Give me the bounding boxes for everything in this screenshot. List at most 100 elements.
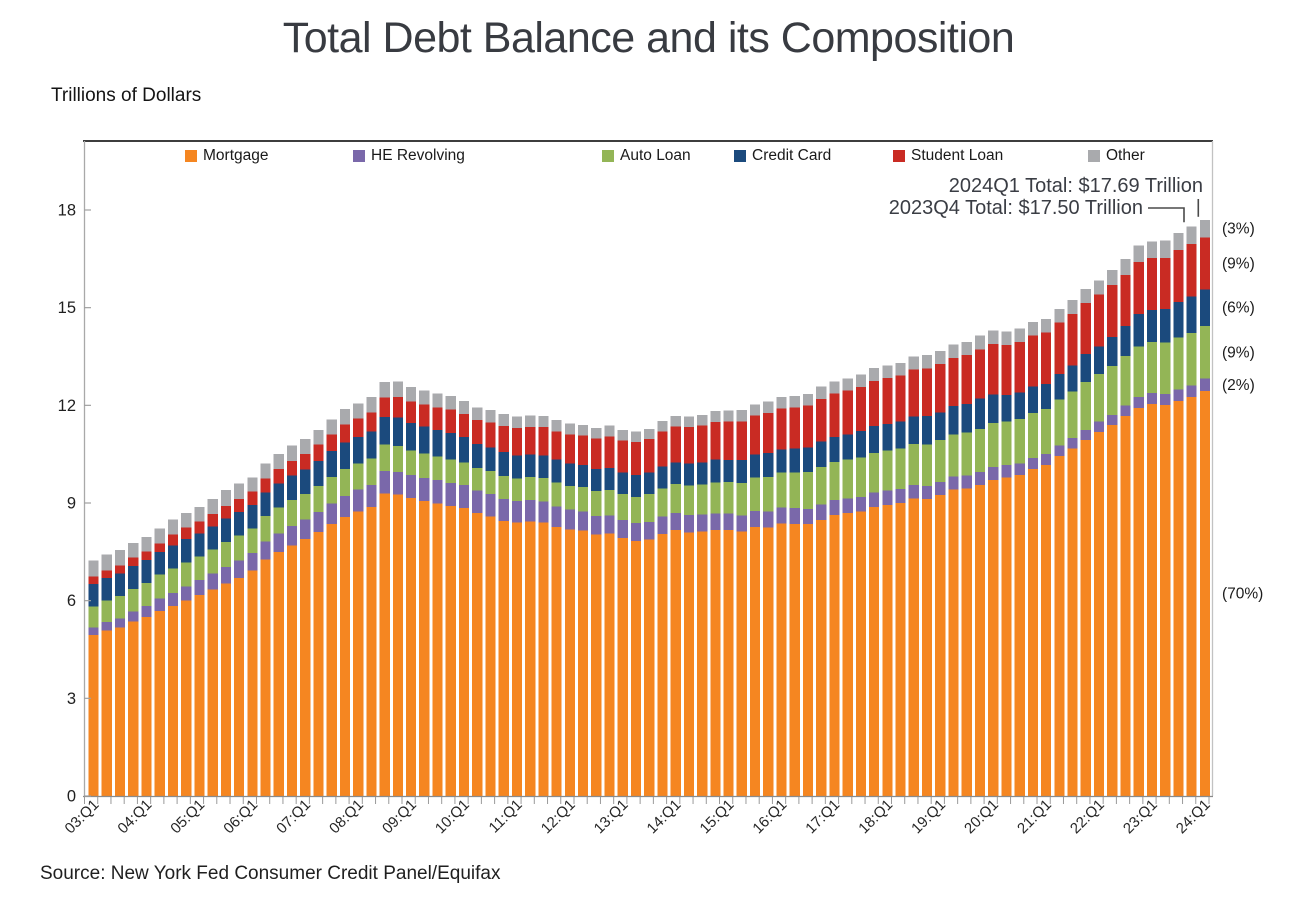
bar-segment (339, 442, 351, 470)
bar-segment (630, 540, 642, 796)
bar-segment (1160, 405, 1171, 796)
bar-segment (525, 521, 536, 796)
bar-segment (776, 408, 787, 450)
x-axis-tick-label: 14:Q1 (644, 796, 685, 837)
bar-segment (736, 531, 747, 796)
bar-segment (591, 427, 602, 439)
bar-segment (1160, 393, 1171, 406)
bar-segment (432, 407, 443, 431)
bar-segment (988, 344, 999, 395)
bar-segment (419, 390, 430, 405)
bar-segment (644, 428, 655, 439)
bar-segment (829, 381, 840, 394)
bar-segment (207, 573, 218, 590)
bar-segment (88, 584, 99, 607)
bar-segment (644, 521, 655, 540)
bar-segment (1067, 391, 1078, 439)
bar-segment (207, 589, 218, 796)
bar-segment (273, 483, 284, 508)
bar-segment (908, 484, 919, 499)
bar-segment (379, 444, 390, 472)
bar-segment (392, 471, 403, 495)
bar-segment (220, 542, 231, 568)
bar-segment (392, 446, 403, 472)
bar-segment (921, 368, 933, 417)
bar-segment (683, 485, 695, 516)
bar-segment (630, 523, 642, 541)
bar-segment (194, 580, 205, 596)
bar-segment (167, 568, 179, 593)
bar-segment (657, 466, 668, 489)
bar-segment (617, 430, 628, 441)
annotation-2023q4-total: 2023Q4 Total: $17.50 Trillion (888, 197, 1143, 219)
bar-segment (1054, 373, 1065, 400)
bar-segment (630, 442, 642, 475)
bar-segment (181, 527, 192, 540)
bar-segment (432, 480, 443, 504)
bar-segment (300, 539, 311, 796)
x-axis-tick-label: 15:Q1 (697, 796, 738, 837)
legend-item-mortgage: Mortgage (185, 145, 268, 167)
bar-segment (458, 414, 470, 438)
bar-segment (723, 410, 734, 422)
bar-segment (1199, 325, 1210, 379)
bar-segment (220, 518, 231, 543)
bar-segment (1186, 226, 1197, 245)
bar-segment (1186, 385, 1197, 398)
bar-segment (181, 539, 192, 563)
bar-segment (1107, 414, 1118, 426)
x-axis-tick-label: 16:Q1 (749, 796, 790, 837)
bar-segment (1027, 469, 1038, 796)
bar-segment (895, 503, 906, 796)
bar-segment (1027, 457, 1038, 470)
x-axis-tick-label: 13:Q1 (591, 796, 632, 837)
bar-segment (472, 419, 483, 444)
bar-segment (88, 635, 99, 796)
bar-segment (141, 616, 152, 796)
bar-segment (1173, 302, 1184, 338)
bar-segment (1199, 289, 1210, 326)
x-axis-tick-label: 18:Q1 (855, 796, 896, 837)
bar-segment (1107, 269, 1118, 286)
y-axis-tick-label: 12 (58, 397, 76, 415)
bar-segment (538, 427, 549, 456)
legend-swatch-icon (893, 150, 905, 162)
bar-segment (445, 459, 456, 483)
bar-segment (789, 523, 800, 796)
bar-segment (776, 472, 787, 508)
bar-segment (829, 393, 840, 438)
bar-segment (313, 486, 324, 512)
bar-segment (855, 374, 867, 387)
bar-segment (908, 416, 919, 444)
bar-segment (247, 570, 258, 796)
bar-segment (842, 498, 853, 514)
bar-segment (445, 505, 456, 796)
bar-segment (1041, 384, 1052, 410)
bar-segment (1146, 392, 1158, 405)
legend-item-auto-loan: Auto Loan (602, 145, 691, 167)
bar-segment (948, 344, 959, 358)
bar-segment (273, 533, 284, 552)
bar-segment (1093, 346, 1105, 374)
bar-segment (300, 453, 311, 470)
bar-segment (1133, 396, 1144, 408)
bar-segment (604, 436, 615, 468)
bar-segment (551, 482, 562, 507)
bar-segment (286, 475, 298, 501)
bar-segment (816, 441, 827, 467)
bar-segment (855, 511, 867, 796)
bar-segment (511, 478, 523, 502)
bar-segment (842, 390, 853, 435)
share-percent-label: (2%) (1222, 377, 1255, 394)
bar-segment (1014, 419, 1025, 464)
bar-segment (234, 483, 245, 500)
bar-segment (167, 605, 179, 796)
bar-segment (723, 460, 734, 483)
bar-segment (749, 511, 761, 528)
bar-segment (630, 431, 642, 443)
bar-segment (935, 481, 946, 496)
bar-segment (88, 576, 99, 585)
bar-segment (247, 504, 258, 529)
bar-segment (882, 423, 893, 451)
bar-segment (485, 516, 496, 796)
